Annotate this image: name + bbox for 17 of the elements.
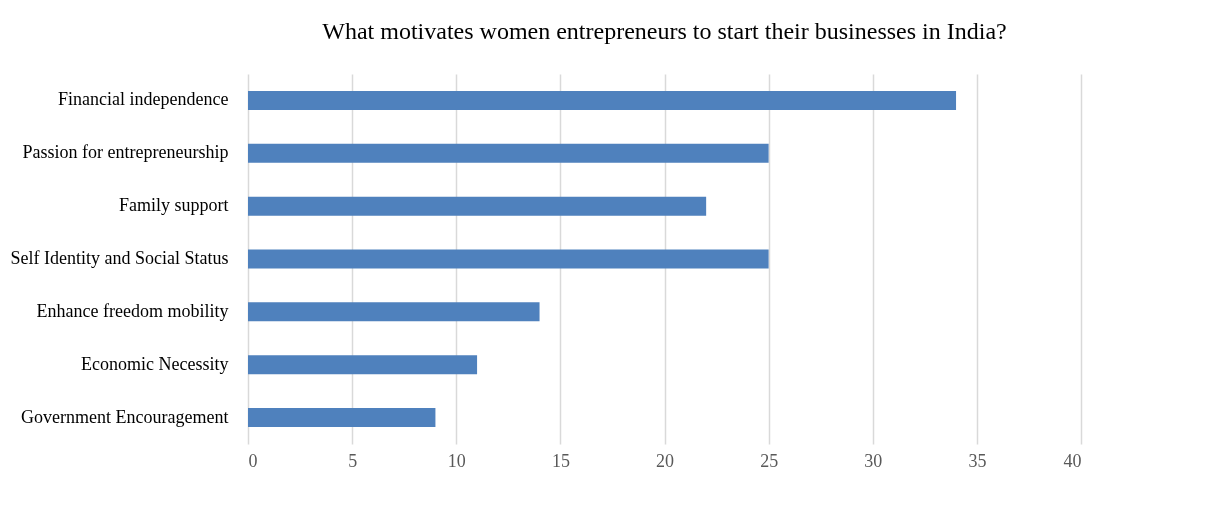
- y-tick-label: Family support: [118, 195, 229, 216]
- x-tick-label: 20: [656, 450, 674, 471]
- x-tick-label: 40: [1063, 450, 1082, 471]
- y-tick-label: Passion for entrepreneurship: [22, 142, 229, 163]
- x-tick-label: 30: [864, 450, 883, 471]
- x-tick-label: 25: [760, 450, 779, 471]
- y-tick-label: Enhance freedom mobility: [36, 300, 229, 321]
- x-tick-label: 0: [248, 450, 258, 471]
- y-tick-label: Government Encouragement: [21, 406, 229, 427]
- x-tick-label: 5: [348, 450, 358, 471]
- x-tick-label: 35: [968, 450, 987, 471]
- y-tick-label: Financial independence: [58, 89, 229, 110]
- chart-title: What motivates women entrepreneurs to start their businesses in India?: [322, 18, 1007, 44]
- x-tick-label: 10: [447, 450, 466, 471]
- x-tick-label: 15: [551, 450, 570, 471]
- y-tick-label: Economic Necessity: [81, 353, 229, 374]
- y-tick-label: Self Identity and Social Status: [10, 248, 229, 268]
